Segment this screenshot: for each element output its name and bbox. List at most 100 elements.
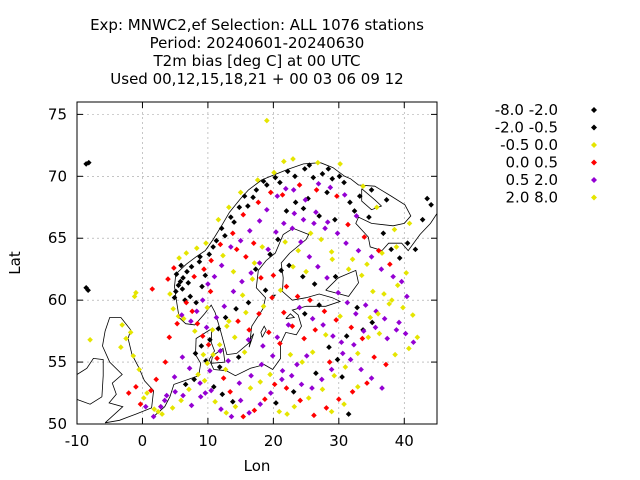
data-point [364, 380, 370, 386]
data-point [230, 268, 237, 275]
data-point [208, 257, 214, 264]
data-point [203, 240, 209, 246]
data-point [360, 328, 367, 334]
data-point [393, 244, 400, 250]
data-point [347, 199, 353, 206]
data-point [290, 156, 296, 162]
data-point [315, 180, 322, 187]
data-point [284, 168, 291, 175]
coastline [325, 269, 359, 297]
data-point [348, 324, 355, 331]
data-point [391, 226, 398, 233]
data-point [275, 236, 281, 243]
data-point [257, 401, 264, 407]
x-tick-label: 20 [264, 432, 283, 450]
data-point [246, 410, 252, 416]
data-point [165, 276, 171, 282]
data-point [361, 234, 368, 240]
data-point [171, 374, 178, 380]
data-point [328, 249, 335, 255]
data-point [210, 351, 216, 358]
data-point [368, 254, 375, 260]
data-point [319, 376, 325, 383]
data-point [192, 328, 198, 334]
data-point [254, 177, 261, 183]
data-point [365, 334, 372, 341]
data-point [312, 327, 319, 333]
data-point [131, 293, 138, 300]
data-point [248, 372, 254, 379]
data-point [171, 265, 177, 271]
data-point [220, 252, 226, 259]
data-point [318, 236, 324, 243]
data-point [236, 380, 243, 386]
data-point [406, 220, 413, 227]
legend-label: 0.5 2.0 [506, 171, 558, 189]
data-point [327, 184, 334, 191]
data-point [211, 384, 217, 390]
data-point [313, 209, 319, 216]
data-point [273, 400, 279, 406]
data-point [262, 287, 269, 294]
data-point [311, 281, 318, 287]
data-point [247, 385, 254, 391]
data-point [151, 406, 158, 412]
data-point [283, 208, 290, 214]
data-point [188, 263, 195, 270]
data-point [217, 241, 224, 248]
data-point [184, 268, 190, 275]
coastline [77, 357, 104, 405]
data-point [140, 395, 147, 401]
data-point [195, 371, 201, 378]
data-point [333, 317, 339, 323]
data-point [235, 354, 242, 360]
data-point [277, 287, 284, 294]
data-point [392, 351, 398, 358]
data-point [262, 396, 268, 403]
axis-ticks: -10 0 10 20 30 40 50 55 60 65 70 75 [48, 102, 437, 450]
x-tick-label: -10 [65, 432, 90, 450]
data-point [279, 192, 286, 198]
data-point [393, 327, 400, 333]
data-point [388, 246, 394, 253]
data-point [345, 221, 351, 228]
data-point [182, 297, 188, 303]
data-point [207, 336, 213, 343]
data-point [290, 263, 296, 270]
data-point [216, 341, 223, 348]
data-point [251, 407, 258, 414]
data-point [186, 365, 193, 372]
data-point [133, 289, 139, 296]
data-point [347, 356, 354, 363]
data-point [149, 286, 156, 292]
data-point [373, 204, 380, 211]
data-point [379, 250, 385, 256]
data-point [240, 413, 247, 420]
data-point [220, 375, 227, 381]
data-point [315, 159, 321, 166]
data-point [349, 389, 356, 395]
y-tick-label: 55 [48, 353, 67, 371]
data-point [171, 294, 178, 301]
data-point [223, 410, 230, 416]
legend-label: 2.0 8.0 [506, 189, 558, 207]
data-point [267, 189, 274, 196]
data-point [290, 187, 297, 193]
data-point [191, 273, 197, 280]
data-point [296, 304, 303, 311]
data-point [343, 240, 349, 246]
data-point [289, 323, 296, 329]
data-point [313, 187, 320, 193]
data-point [265, 246, 271, 253]
data-point [402, 330, 409, 337]
data-point [194, 320, 201, 327]
data-point [272, 174, 279, 181]
data-point [345, 411, 352, 417]
data-point [177, 278, 184, 285]
data-point [215, 325, 222, 332]
data-point [281, 309, 287, 316]
data-point [269, 294, 275, 301]
data-point [245, 336, 252, 343]
data-point [167, 291, 173, 297]
data-point [182, 381, 189, 388]
